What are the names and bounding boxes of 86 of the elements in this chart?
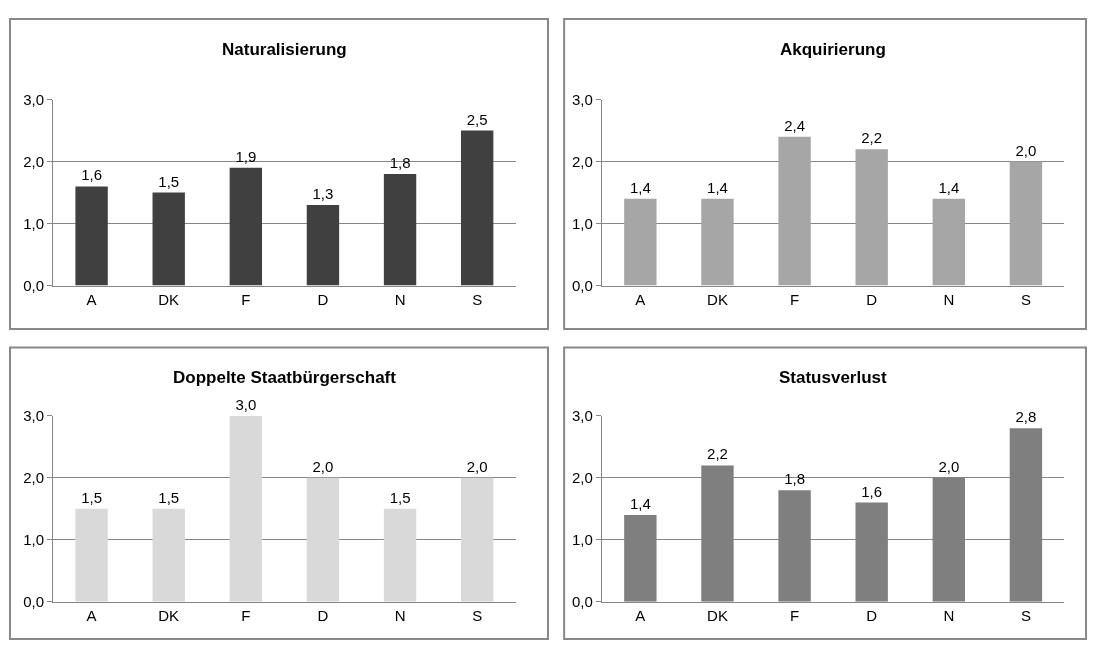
data-label: 2,5 <box>466 110 488 128</box>
x-tick-label: N <box>943 606 955 624</box>
y-tick-label: 3,0 <box>23 90 45 108</box>
y-tick-label: 2,0 <box>23 152 45 170</box>
data-label: 1,5 <box>81 488 103 506</box>
x-tick-label: D <box>866 290 878 308</box>
x-tick-label: N <box>943 290 955 308</box>
data-label: 1,4 <box>629 495 651 512</box>
data-label: 1,6 <box>861 482 883 500</box>
data-label: 1,8 <box>389 154 411 171</box>
chart-title: Doppelte Staatbürgerschaft <box>173 368 397 387</box>
y-tick-label: 1,0 <box>571 531 593 549</box>
data-label: 1,9 <box>235 147 257 165</box>
data-label: 2,4 <box>784 116 806 134</box>
x-tick-label: DK <box>707 606 728 624</box>
x-tick-label: D <box>866 606 878 624</box>
bar <box>152 508 185 602</box>
y-tick-label: 2,0 <box>23 469 45 487</box>
x-tick-label: N <box>394 606 406 624</box>
bar <box>932 198 965 286</box>
x-tick-label: F <box>789 290 800 308</box>
data-label: 2,8 <box>1015 408 1037 426</box>
y-tick-label: 2,0 <box>571 469 593 487</box>
bar <box>383 174 417 286</box>
bar <box>855 149 888 286</box>
bar <box>460 130 494 286</box>
bar <box>306 205 340 286</box>
data-label: 2,0 <box>938 457 960 475</box>
y-tick-label: 1,0 <box>571 214 593 232</box>
data-label: 1,6 <box>81 166 103 184</box>
x-tick-label: DK <box>158 606 180 624</box>
data-label: 1,8 <box>784 470 806 488</box>
x-tick-label: F <box>241 606 251 624</box>
y-tick-label: 1,0 <box>23 214 45 232</box>
y-tick-label: 1,0 <box>23 531 45 549</box>
y-tick-label: 2,0 <box>571 152 593 170</box>
bar <box>75 508 108 602</box>
bar <box>701 198 734 286</box>
data-label: 1,4 <box>629 178 651 196</box>
data-label: 1,4 <box>938 178 960 196</box>
x-tick-label: N <box>394 290 406 308</box>
x-tick-label: F <box>789 606 800 624</box>
chart-title: Statusverlust <box>779 368 888 387</box>
bar <box>229 167 263 286</box>
x-tick-label: S <box>472 290 483 308</box>
y-tick-label: 0,0 <box>571 593 593 611</box>
x-tick-label: DK <box>707 290 728 308</box>
y-tick-label: 3,0 <box>23 407 45 425</box>
y-tick-label: 3,0 <box>571 90 593 108</box>
bar <box>460 477 494 602</box>
data-label: 2,0 <box>312 457 334 475</box>
data-label: 1,3 <box>312 185 334 202</box>
data-label: 2,2 <box>861 129 883 147</box>
x-tick-label: A <box>86 606 97 624</box>
data-label: 1,4 <box>707 178 728 196</box>
x-tick-label: A <box>635 606 646 624</box>
bar <box>383 508 417 602</box>
data-label: 1,5 <box>158 172 180 190</box>
bar <box>1009 161 1043 286</box>
y-tick-label: 0,0 <box>23 593 45 611</box>
data-label: 1,5 <box>158 488 180 506</box>
bar <box>229 415 263 602</box>
bar <box>778 136 811 286</box>
x-tick-label: S <box>1020 606 1031 624</box>
data-label: 2,2 <box>707 445 728 463</box>
x-tick-label: F <box>241 290 251 308</box>
chart-title: Akquirierung <box>780 40 886 59</box>
x-tick-label: S <box>1020 290 1031 308</box>
x-tick-label: D <box>317 290 329 308</box>
data-label: 3,0 <box>235 395 257 413</box>
x-tick-label: A <box>635 290 646 308</box>
bar <box>306 477 340 602</box>
y-tick-label: 3,0 <box>571 407 593 425</box>
data-label: 1,5 <box>389 488 411 506</box>
bar <box>152 192 185 286</box>
x-tick-label: DK <box>158 290 180 308</box>
bar <box>624 198 657 286</box>
x-tick-label: A <box>86 290 97 308</box>
x-tick-label: S <box>472 606 483 624</box>
data-label: 2,0 <box>1015 141 1037 159</box>
chart-title: Naturalisierung <box>222 40 347 59</box>
y-tick-label: 0,0 <box>23 276 45 294</box>
data-label: 2,0 <box>466 457 488 475</box>
bar <box>75 186 108 286</box>
x-tick-label: D <box>317 606 329 624</box>
y-tick-label: 0,0 <box>571 276 593 294</box>
